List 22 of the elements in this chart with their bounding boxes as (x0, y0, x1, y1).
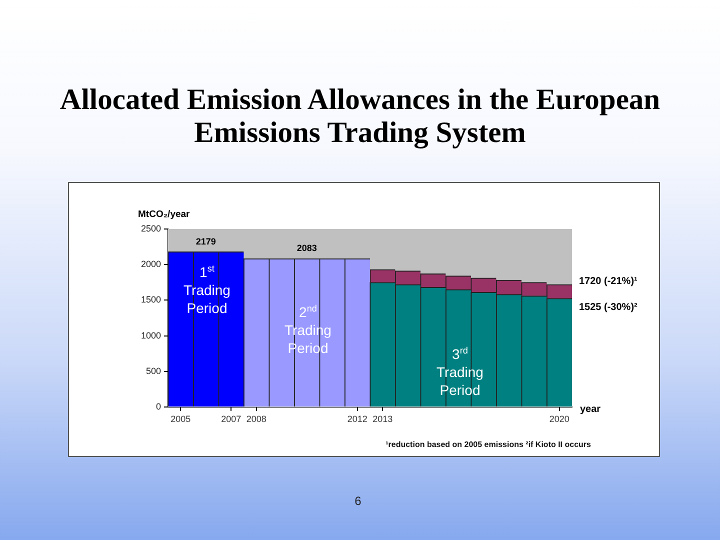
data-label: 2179 (196, 236, 216, 246)
x-axis-title: year (580, 404, 601, 415)
text: 6 (354, 494, 362, 508)
x-tick-label: 2013 (372, 414, 393, 424)
text: ¹reduction based on 2005 emissions ²if Kioto II occurs (386, 440, 591, 449)
text: 1720 (-21%)¹ (579, 276, 638, 288)
text: 1525 (-30%)² (579, 302, 638, 314)
y-tick-label: 1000 (140, 330, 161, 340)
data-label: 2083 (296, 243, 317, 254)
y-axis-title: MtCO₂/year (138, 208, 190, 220)
chart-title: Allocated Emission Allowances in the European Emissions Trading System (58, 84, 662, 150)
y-tick-label: 2500 (140, 223, 161, 234)
y-tick-label: 2000 (140, 259, 161, 270)
y-tick-label: 500 (146, 366, 161, 376)
x-tick-label: 2020 (549, 414, 570, 424)
x-tick-label: 2008 (246, 414, 266, 424)
x-tick-label: 2012 (347, 414, 368, 424)
x-tick-label: 2005 (170, 414, 191, 424)
y-tick-label: 1500 (140, 294, 161, 305)
x-tick-label: 2007 (221, 414, 242, 424)
y-tick-label: 0 (156, 401, 161, 412)
annotation: 3$^{rd}$ Trading Period (436, 345, 484, 399)
